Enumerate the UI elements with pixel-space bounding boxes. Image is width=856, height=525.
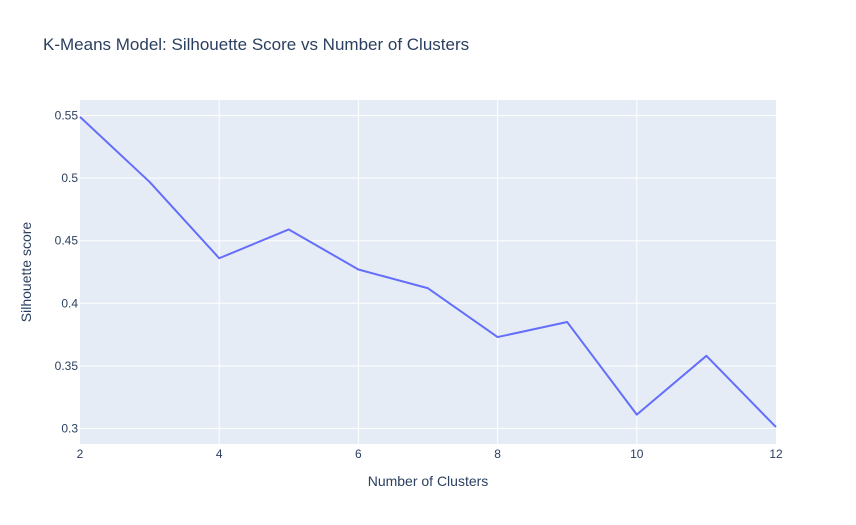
x-tick-label: 10 (630, 447, 644, 461)
data-point[interactable] (495, 334, 501, 340)
y-tick-label: 0.45 (55, 234, 79, 248)
y-tick-label: 0.4 (61, 296, 78, 310)
y-tick-label: 0.55 (55, 109, 79, 123)
x-tick-label: 6 (355, 447, 362, 461)
y-tick-label: 0.3 (61, 421, 78, 435)
series-layer (79, 116, 779, 430)
data-point[interactable] (773, 424, 779, 430)
y-axis-ticks: 0.3 0.35 0.4 0.45 0.5 0.55 (55, 109, 79, 436)
y-gridlines (80, 115, 776, 429)
x-gridlines (218, 100, 638, 444)
series-line (79, 116, 777, 428)
data-point[interactable] (355, 266, 361, 272)
chart-title: K-Means Model: Silhouette Score vs Numbe… (43, 35, 469, 54)
data-point[interactable] (216, 255, 222, 261)
data-point[interactable] (634, 412, 640, 418)
x-axis-ticks: 2 4 6 8 10 12 (77, 447, 783, 461)
x-tick-label: 4 (216, 447, 223, 461)
data-point[interactable] (286, 226, 292, 232)
y-tick-label: 0.35 (55, 359, 79, 373)
x-tick-label: 8 (494, 447, 501, 461)
x-tick-label: 2 (77, 447, 84, 461)
y-tick-label: 0.5 (61, 171, 78, 185)
data-point[interactable] (703, 353, 709, 359)
x-tick-label: 12 (769, 447, 783, 461)
data-point[interactable] (147, 179, 153, 185)
data-point[interactable] (425, 285, 431, 291)
plot-area (80, 100, 776, 444)
y-axis-title: Silhouette score (18, 222, 34, 323)
data-point[interactable] (564, 319, 570, 325)
x-axis-title: Number of Clusters (368, 473, 489, 489)
